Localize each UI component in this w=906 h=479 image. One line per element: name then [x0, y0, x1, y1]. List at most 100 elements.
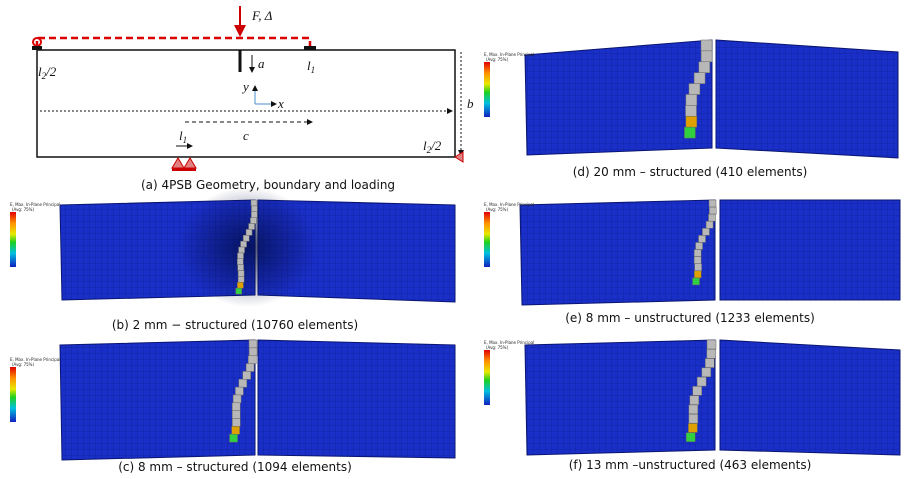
crack-element — [243, 235, 249, 241]
crack-element — [689, 84, 700, 95]
crack-element — [706, 221, 713, 228]
crack-element — [686, 116, 697, 127]
crack-element — [237, 259, 243, 265]
legend-subtitle: (Avg: 75%) — [486, 345, 508, 350]
crack-element — [235, 387, 243, 395]
crack-element — [690, 396, 699, 405]
support — [304, 46, 316, 50]
crack-element — [695, 264, 702, 271]
crack-element — [250, 218, 256, 224]
crack-element — [688, 423, 697, 432]
crack-element — [230, 434, 238, 442]
crack-element — [232, 426, 240, 434]
crack-element — [232, 418, 240, 426]
mesh-half — [258, 340, 455, 458]
crack-element — [701, 40, 712, 51]
damage-zone — [178, 187, 318, 307]
crack-element — [237, 253, 243, 259]
crack-element — [246, 364, 254, 372]
axis-label: y — [241, 79, 249, 94]
caption: (f) 13 mm –unstructured (463 elements) — [569, 458, 812, 472]
crack-element — [251, 206, 257, 212]
crack-element — [693, 386, 702, 395]
support — [172, 158, 196, 168]
crack-element — [697, 377, 706, 386]
contour-panel: E, Max. In-Plane Principal(Avg: 75%)(f) … — [484, 340, 900, 472]
crack-element — [696, 243, 703, 250]
legend-bar — [484, 350, 490, 405]
crack-element — [249, 340, 257, 348]
crack-element — [709, 207, 716, 214]
crack-element — [686, 94, 697, 105]
crack-element — [689, 405, 698, 414]
dim-label: a — [258, 56, 265, 71]
contour-panel: E, Max. In-Plane Principal(Avg: 75%)(c) … — [10, 340, 455, 474]
crack-element — [694, 271, 701, 278]
crack-element — [236, 288, 242, 294]
crack-element — [251, 200, 257, 206]
caption: (c) 8 mm – structured (1094 elements) — [118, 460, 352, 474]
axis-label: x — [277, 96, 284, 111]
mesh-half — [520, 200, 715, 305]
caption: (b) 2 mm − structured (10760 elements) — [112, 318, 358, 332]
crack-element — [693, 278, 700, 285]
crack-element — [694, 257, 701, 264]
crack-element — [238, 276, 244, 282]
crack-element — [709, 200, 716, 207]
crack-element — [251, 212, 257, 218]
caption: (e) 8 mm – unstructured (1233 elements) — [565, 311, 815, 325]
legend-bar — [10, 212, 16, 267]
crack-element — [702, 368, 711, 377]
legend-subtitle: (Avg: 75%) — [486, 57, 508, 62]
diagram: F, Δ a y x c b l1 l1 l2/2 l2/2 (a) 4PSB … — [32, 6, 474, 192]
crack-element — [689, 414, 698, 423]
crack-element — [701, 51, 712, 62]
support — [455, 152, 463, 162]
dim-label: l2/2 — [423, 138, 442, 155]
crack-element — [249, 348, 257, 356]
dim-label: l1 — [307, 58, 315, 75]
crack-element — [699, 235, 706, 242]
legend-subtitle: (Avg: 75%) — [12, 207, 34, 212]
crack-element — [238, 265, 244, 271]
dim-label: l1 — [179, 128, 187, 145]
crack-element — [702, 228, 709, 235]
crack-element — [694, 250, 701, 257]
legend-subtitle: (Avg: 75%) — [486, 207, 508, 212]
crack-element — [249, 224, 255, 230]
mesh-half — [716, 40, 898, 158]
crack-element — [237, 282, 243, 288]
crack-element — [246, 229, 252, 235]
mesh-half — [720, 340, 900, 455]
crack-element — [708, 214, 715, 221]
load-label: F, Δ — [251, 8, 273, 23]
crack-element — [707, 349, 716, 358]
dim-label: l2/2 — [38, 64, 57, 81]
legend-bar — [10, 367, 16, 422]
legend-bar — [484, 212, 490, 267]
crack-element — [232, 411, 240, 419]
crack-element — [694, 73, 705, 84]
mesh-half — [525, 40, 712, 155]
crack-element — [705, 359, 714, 368]
crack-element — [248, 356, 256, 364]
crack-element — [685, 105, 696, 116]
crack-element — [684, 127, 695, 138]
support — [172, 168, 196, 171]
crack-element — [243, 371, 251, 379]
crack-element — [707, 340, 716, 349]
legend-bar — [484, 62, 490, 117]
crack-element — [699, 62, 710, 73]
contour-panel: E, Max. In-Plane Principal(Avg: 75%)(b) … — [10, 187, 455, 332]
crack-element — [239, 379, 247, 387]
contour-panel: E, Max. In-Plane Principal(Avg: 75%)(d) … — [484, 40, 898, 179]
crack-element — [238, 271, 244, 277]
crack-element — [232, 403, 240, 411]
crack-element — [239, 247, 245, 253]
crack-element — [233, 395, 241, 403]
caption: (d) 20 mm – structured (410 elements) — [573, 165, 808, 179]
legend-subtitle: (Avg: 75%) — [12, 362, 34, 367]
load-frame — [37, 38, 310, 48]
dim-label: b — [467, 96, 474, 111]
figure: F, Δ a y x c b l1 l1 l2/2 l2/2 (a) 4PSB … — [0, 0, 906, 479]
